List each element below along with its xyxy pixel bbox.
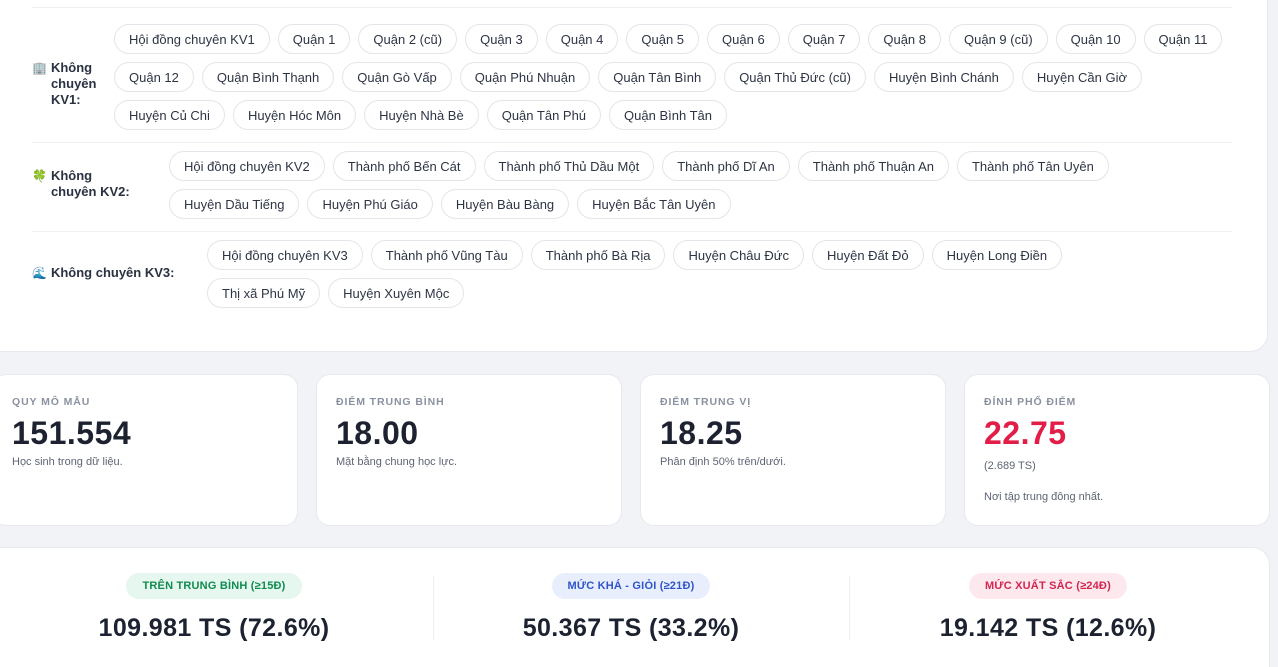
district-chip[interactable]: Hội đồng chuyên KV1 (114, 24, 270, 54)
stat-card-peak: ĐỈNH PHỔ ĐIỂM 22.75 (2.689 TS) Nơi tập t… (964, 374, 1270, 526)
district-chip[interactable]: Huyện Châu Đức (673, 240, 804, 270)
divider (32, 231, 1232, 232)
divider (849, 576, 850, 640)
region-label: Không chuyên KV1: (50, 60, 97, 107)
district-chip[interactable]: Quận Phú Nhuận (459, 62, 591, 92)
clover-icon: 🍀 (32, 169, 47, 183)
district-chip[interactable]: Quận 1 (277, 24, 351, 54)
stat-caption: Nơi tập trung đông nhất. (984, 491, 1104, 503)
district-chip[interactable]: Huyện Bắc Tân Uyên (577, 189, 731, 219)
region-kv2: 🍀 Không chuyên KV2: (32, 168, 139, 200)
district-chip[interactable]: Huyện Phú Giáo (307, 189, 433, 219)
stat-card-median: ĐIỂM TRUNG VỊ 18.25 Phân định 50% trên/d… (640, 374, 946, 526)
district-chip[interactable]: Huyện Bình Chánh (873, 62, 1014, 92)
chip-group-kv3: Hội đồng chuyên KV3 Thành phố Vũng Tàu Thà… (207, 240, 1167, 308)
stat-label: QUY MÔ MẪU (12, 396, 91, 408)
district-chip[interactable]: Thành phố Dĩ An (662, 151, 790, 181)
district-chip[interactable]: Quận 6 (707, 24, 780, 54)
district-chip[interactable]: Huyện Hóc Môn (232, 100, 357, 130)
district-chip[interactable]: Quận Thủ Đức (cũ) (724, 62, 866, 92)
stat-value: 22.75 (984, 415, 1067, 451)
stat-card-mean: ĐIỂM TRUNG BÌNH 18.00 Mặt bằng chung học… (316, 374, 622, 526)
district-chip[interactable]: Thị xã Phú Mỹ (207, 278, 321, 308)
district-chip[interactable]: Quận 11 (1143, 24, 1223, 54)
district-chip[interactable]: Quận Tân Bình (598, 62, 717, 92)
district-chip[interactable]: Hội đồng chuyên KV2 (169, 151, 325, 181)
wave-icon: 🌊 (32, 266, 47, 280)
stat-value: 151.554 (12, 415, 132, 451)
district-chip[interactable]: Huyện Đất Đỏ (811, 240, 924, 270)
stat-label: ĐIỂM TRUNG BÌNH (336, 396, 445, 408)
level-badge: TRÊN TRUNG BÌNH (≥15Đ) (126, 573, 302, 599)
stat-caption: Học sinh trong dữ liệu. (12, 456, 123, 468)
district-chip[interactable]: Huyện Long Điền (931, 240, 1063, 270)
district-chip[interactable]: Quận 12 (114, 62, 194, 92)
district-chip[interactable]: Huyện Bàu Bàng (440, 189, 570, 219)
region-label: Không chuyên KV2: (50, 168, 130, 199)
district-chip[interactable]: Quận 5 (626, 24, 700, 54)
district-chip[interactable]: Quận 7 (787, 24, 861, 54)
stat-caption: Mặt bằng chung học lực. (336, 456, 458, 468)
stat-label: ĐIỂM TRUNG VỊ (660, 396, 752, 408)
chip-group-kv1: Hội đồng chuyên KV1 Quận 1 Quận 2 (cũ) Quận… (114, 24, 1224, 130)
district-chip[interactable]: Quận Gò Vấp (342, 62, 452, 92)
level-value: 109.981 TS (72.6%) (98, 614, 330, 642)
divider (32, 142, 1232, 143)
district-chip[interactable]: Thành phố Thủ Dầu Một (483, 151, 655, 181)
stat-label: ĐỈNH PHỔ ĐIỂM (984, 396, 1077, 408)
district-chip[interactable]: Quận 8 (868, 24, 942, 54)
divider (32, 7, 1232, 8)
region-label: Không chuyên KV3: (50, 265, 175, 280)
district-chip[interactable]: Quận 10 (1055, 24, 1136, 54)
level-value: 19.142 TS (12.6%) (939, 614, 1157, 642)
building-icon: 🏢 (32, 61, 47, 75)
level-excellent: MỨC XUẤT SẮC (≥24Đ) 19.142 TS (12.6%) (940, 573, 1156, 643)
stat-card-sample-size: QUY MÔ MẪU 151.554 Học sinh trong dữ liệ… (0, 374, 298, 526)
district-chip[interactable]: Thành phố Bà Rịa (530, 240, 666, 270)
district-chip[interactable]: Quận 2 (cũ) (358, 24, 458, 54)
district-chip[interactable]: Huyện Nhà Bè (364, 100, 479, 130)
stat-caption: Phân định 50% trên/dưới. (660, 456, 786, 468)
stat-count: (2.689 TS) (984, 460, 1036, 472)
district-chip[interactable]: Quận Bình Thạnh (201, 62, 335, 92)
region-kv1: 🏢 Không chuyên KV1: (32, 60, 123, 108)
level-value: 50.367 TS (33.2%) (522, 614, 740, 642)
district-chip[interactable]: Quận 9 (cũ) (949, 24, 1048, 54)
region-kv3: 🌊 Không chuyên KV3: (32, 265, 174, 281)
level-badge: MỨC KHÁ - GIỎI (≥21Đ) (551, 573, 711, 599)
district-chip[interactable]: Huyện Xuyên Mộc (328, 278, 465, 308)
district-chip[interactable]: Huyện Cần Giờ (1021, 62, 1143, 92)
district-chip[interactable]: Huyện Củ Chi (114, 100, 225, 130)
stat-value: 18.25 (660, 415, 743, 451)
district-chip[interactable]: Thành phố Thuận An (797, 151, 949, 181)
level-badge: MỨC XUẤT SẮC (≥24Đ) (969, 573, 1127, 599)
chip-group-kv2: Hội đồng chuyên KV2 Thành phố Bến Cát Thàn… (169, 151, 1229, 219)
district-chip[interactable]: Quận 4 (545, 24, 619, 54)
stat-value: 18.00 (336, 415, 419, 451)
district-chip[interactable]: Hội đồng chuyên KV3 (207, 240, 363, 270)
district-chip[interactable]: Thành phố Vũng Tàu (370, 240, 523, 270)
district-chip[interactable]: Quận Bình Tân (609, 100, 727, 130)
district-chip[interactable]: Huyện Dầu Tiếng (169, 189, 300, 219)
level-above-average: TRÊN TRUNG BÌNH (≥15Đ) 109.981 TS (72.6%… (99, 573, 329, 643)
district-chip[interactable]: Thành phố Bến Cát (332, 151, 476, 181)
level-good: MỨC KHÁ - GIỎI (≥21Đ) 50.367 TS (33.2%) (523, 573, 739, 643)
district-chip[interactable]: Quận Tân Phú (486, 100, 602, 130)
district-chip[interactable]: Thành phố Tân Uyên (956, 151, 1109, 181)
district-chip[interactable]: Quận 3 (465, 24, 538, 54)
divider (433, 576, 434, 640)
level-summary-card (0, 547, 1270, 667)
